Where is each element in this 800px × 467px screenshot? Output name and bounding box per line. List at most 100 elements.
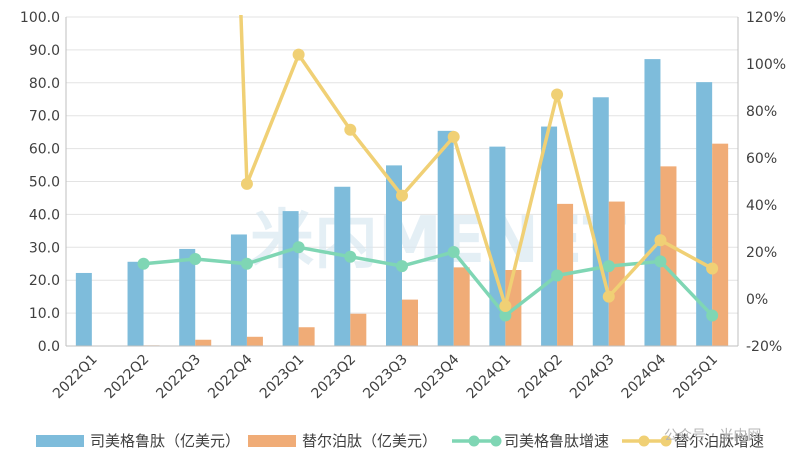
point-semaglutide-growth-2023Q3 (396, 260, 408, 273)
legend-swatch-marker (490, 435, 502, 447)
y-left-tick-label: 40.0 (29, 207, 60, 223)
y-left-tick-label: 50.0 (29, 175, 60, 191)
y-left-tick-label: 30.0 (29, 240, 60, 256)
bar-semaglutide-2024Q3 (592, 97, 609, 346)
y-left-tick-label: 20.0 (29, 273, 60, 289)
y-right-tick-label: -20% (746, 339, 782, 355)
y-left-tick-label: 80.0 (29, 76, 60, 92)
bar-tirzepatide-2023Q4 (453, 267, 470, 346)
y-left-tick-label: 90.0 (29, 43, 60, 59)
x-tick-label: 2022Q2 (102, 352, 153, 403)
bar-semaglutide-2022Q3 (179, 248, 196, 346)
y-right-tick-label: 120% (746, 10, 786, 26)
point-tirzepatide-growth-2023Q4 (447, 130, 460, 143)
x-tick-label: 2023Q2 (309, 352, 360, 403)
y-left-tick-label: 60.0 (29, 142, 60, 158)
bar-tirzepatide-2023Q1 (298, 327, 315, 346)
x-tick-label: 2024Q3 (567, 352, 618, 403)
y-axis-left-ticks: 0.0 10.0 20.0 30.0 40.0 50.0 60.0 70.0 80.0 90.0 1… (20, 10, 60, 355)
point-semaglutide-growth-2024Q4 (654, 255, 667, 268)
x-tick-label: 2024Q4 (619, 351, 670, 402)
y-right-tick-label: 80% (746, 104, 777, 120)
x-axis-ticks: 2022Q1 2022Q2 2022Q3 2022Q4 2023Q1 2023Q2 2023… (50, 351, 721, 402)
legend-swatch (36, 435, 84, 447)
legend: 司美格鲁肽（亿美元） 替尔泊肽（亿美元） 司美格鲁肽增速 替尔泊肽增速 (36, 432, 764, 450)
legend-item: 司美格鲁肽（亿美元） (36, 432, 240, 450)
point-tirzepatide-growth-2022Q4 (240, 177, 253, 190)
point-semaglutide-growth-2025Q1 (706, 309, 719, 322)
y-right-tick-label: 100% (746, 57, 786, 73)
legend-swatch-marker (638, 435, 650, 447)
bar-tirzepatide-2024Q4 (660, 166, 677, 346)
legend-label: 司美格鲁肽（亿美元） (90, 432, 240, 450)
line-semaglutide-growth (143, 245, 714, 318)
line-tirzepatide-growth-offscale (239, 14, 249, 184)
bar-series (75, 59, 729, 346)
y-left-tick-label: 100.0 (20, 10, 60, 26)
legend-swatch-marker (468, 435, 480, 447)
bar-tirzepatide-2025Q1 (712, 143, 729, 346)
point-semaglutide-growth-2023Q1 (292, 241, 305, 254)
point-semaglutide-growth-2024Q3 (602, 260, 615, 273)
bar-semaglutide-2024Q4 (644, 59, 661, 346)
bar-tirzepatide-2023Q3 (402, 299, 418, 346)
y-left-tick-label: 0.0 (38, 339, 60, 355)
bar-tirzepatide-2022Q4 (246, 336, 263, 346)
point-semaglutide-growth-2022Q3 (189, 253, 202, 266)
y-left-tick-label: 10.0 (29, 306, 60, 322)
x-tick-label: 2022Q3 (153, 352, 204, 403)
point-tirzepatide-growth-2024Q1 (499, 300, 512, 313)
bar-semaglutide-2025Q1 (696, 82, 713, 346)
point-tirzepatide-growth-2024Q3 (602, 290, 615, 303)
bar-semaglutide-2023Q2 (334, 186, 351, 346)
legend-label: 替尔泊肽（亿美元） (302, 432, 437, 450)
legend-item: 替尔泊肽（亿美元） (248, 432, 437, 450)
y-right-tick-label: 60% (746, 151, 777, 167)
point-tirzepatide-growth-2023Q3 (396, 189, 408, 202)
x-tick-label: 2025Q1 (670, 352, 721, 403)
legend-swatch (248, 435, 296, 447)
point-semaglutide-growth-2023Q4 (447, 246, 460, 258)
line-series (137, 14, 719, 322)
legend-label: 替尔泊肽增速 (674, 432, 764, 450)
line-tirzepatide-growth (245, 52, 713, 308)
point-semaglutide-growth-2023Q2 (344, 250, 357, 263)
y-left-tick-label: 70.0 (29, 109, 60, 125)
legend-label: 司美格鲁肽增速 (504, 432, 609, 450)
bar-semaglutide-2022Q1 (75, 272, 92, 346)
x-tick-label: 2024Q1 (464, 352, 515, 403)
point-semaglutide-growth-2024Q1 (499, 309, 512, 322)
point-tirzepatide-growth-2025Q1 (706, 262, 719, 275)
x-tick-label: 2023Q4 (412, 351, 463, 402)
bar-semaglutide-2023Q1 (282, 211, 299, 346)
x-tick-label: 2024Q2 (515, 352, 566, 403)
bar-semaglutide-2022Q4 (230, 234, 247, 346)
legend-swatch-marker (660, 435, 672, 447)
y-axis-right-ticks: -20% 0% 20% 40% 60% 80% 100% 120% (746, 10, 786, 355)
point-tirzepatide-growth-2024Q4 (654, 234, 667, 247)
bar-tirzepatide-2024Q3 (608, 201, 625, 346)
x-tick-label: 2023Q1 (257, 352, 308, 403)
bar-semaglutide-2023Q3 (386, 165, 402, 346)
x-tick-label: 2022Q1 (50, 352, 101, 403)
point-semaglutide-growth-2022Q4 (240, 257, 253, 270)
watermark-corner: 公众号 · 米内网 (664, 428, 761, 444)
bar-semaglutide-2024Q2 (541, 126, 558, 346)
y-right-tick-label: 0% (746, 292, 768, 308)
y-right-tick-label: 40% (746, 198, 777, 214)
bar-tirzepatide-2023Q2 (350, 313, 367, 346)
bar-tirzepatide-2022Q3 (195, 339, 212, 346)
bar-semaglutide-2022Q2 (127, 261, 144, 346)
point-semaglutide-growth-2022Q2 (137, 257, 150, 270)
point-semaglutide-growth-2024Q2 (551, 269, 564, 282)
y-right-tick-label: 20% (746, 245, 777, 261)
point-tirzepatide-growth-2023Q1 (292, 48, 305, 61)
x-tick-label: 2023Q3 (360, 352, 411, 403)
point-tirzepatide-growth-2023Q2 (344, 123, 357, 136)
legend-item: 替尔泊肽增速 (622, 432, 764, 450)
point-tirzepatide-growth-2024Q2 (551, 88, 564, 101)
x-tick-label: 2022Q4 (205, 351, 256, 402)
legend-item: 司美格鲁肽增速 (452, 432, 609, 450)
bar-semaglutide-2023Q4 (437, 130, 454, 346)
